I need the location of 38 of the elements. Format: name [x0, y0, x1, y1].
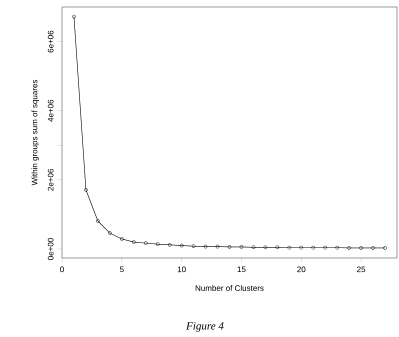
y-tick-label: 6e+06 [48, 30, 54, 52]
point [156, 242, 160, 246]
point [108, 231, 112, 235]
point [204, 244, 208, 248]
point [168, 243, 172, 247]
y-tick-label: 2e+06 [48, 168, 54, 191]
point [192, 244, 196, 248]
x-tick-label: 25 [357, 266, 366, 272]
y-tick-label: 0e+00 [48, 238, 54, 260]
point [120, 237, 124, 241]
point [347, 246, 351, 250]
point [180, 244, 184, 248]
point [144, 241, 148, 245]
point [240, 245, 244, 249]
y-tick-label: 4e+06 [48, 100, 54, 122]
point [359, 246, 363, 250]
point [84, 188, 88, 192]
x-tick-label: 5 [120, 266, 124, 272]
point [311, 246, 316, 250]
point [228, 245, 232, 249]
point [335, 246, 340, 250]
point [96, 219, 100, 223]
x-tick-label: 15 [238, 266, 246, 272]
x-tick-label: 10 [178, 266, 186, 272]
point [276, 245, 280, 250]
x-tick-label: 20 [297, 266, 306, 272]
point [299, 246, 304, 250]
caption: Figure 4 [186, 322, 224, 332]
x-axis-title: Number of Clusters [196, 285, 264, 291]
point [264, 245, 268, 250]
point [323, 246, 328, 250]
point [371, 246, 375, 250]
point [216, 244, 220, 248]
point [287, 246, 292, 250]
y-axis-title: Within groups sum of squares [31, 80, 39, 186]
point [252, 245, 256, 250]
x-tick-label: 0 [60, 266, 64, 272]
point [132, 240, 136, 244]
